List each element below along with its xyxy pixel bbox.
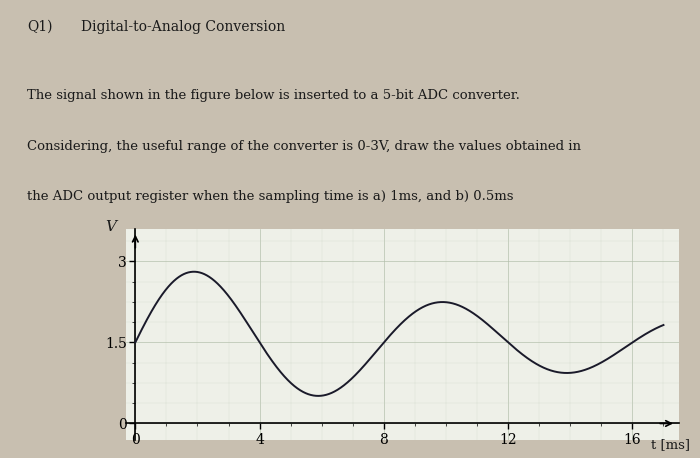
- Text: Considering, the useful range of the converter is 0-3V, draw the values obtained: Considering, the useful range of the con…: [27, 140, 582, 153]
- Text: The signal shown in the figure below is inserted to a 5-bit ADC converter.: The signal shown in the figure below is …: [27, 89, 520, 102]
- Text: Q1): Q1): [27, 20, 53, 34]
- Text: t [ms]: t [ms]: [651, 439, 690, 452]
- Text: V: V: [105, 220, 116, 234]
- Text: the ADC output register when the sampling time is a) 1ms, and b) 0.5ms: the ADC output register when the samplin…: [27, 191, 514, 203]
- Text: Digital-to-Analog Conversion: Digital-to-Analog Conversion: [81, 20, 286, 34]
